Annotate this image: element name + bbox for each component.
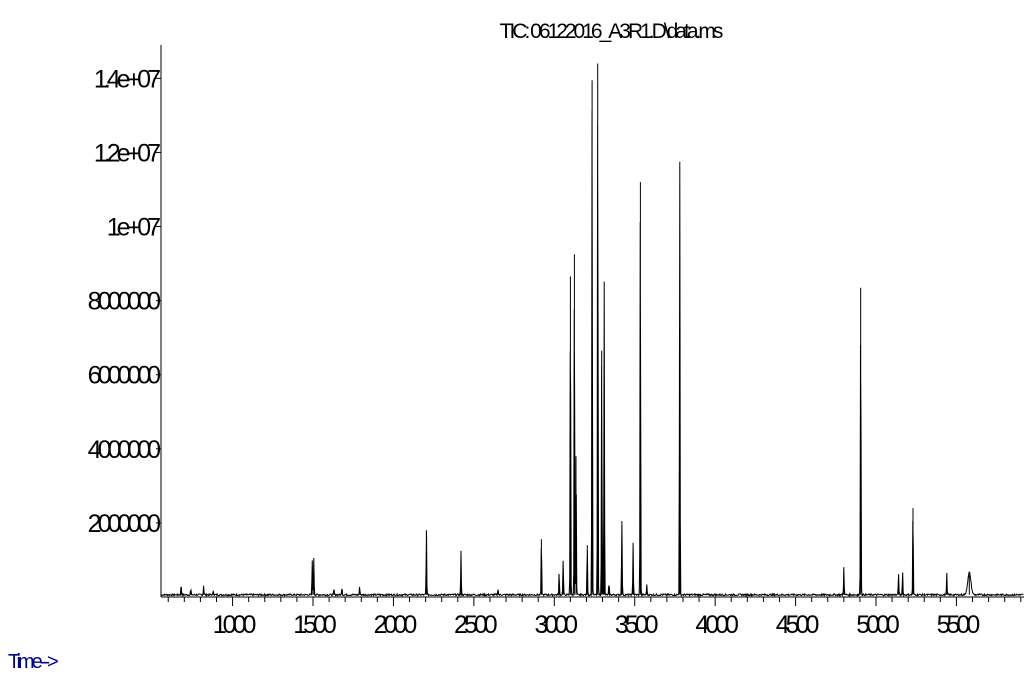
x-tick-label: 5500 (937, 611, 980, 639)
x-tick-label: 1500 (293, 611, 336, 639)
x-axis-label: Time--> (8, 651, 58, 673)
x-tick-label: 4500 (776, 611, 819, 639)
y-tick-label: 1.2e+07 (94, 139, 160, 167)
tic-trace (160, 63, 1024, 598)
x-tick-label: 5000 (856, 611, 899, 639)
y-tick-label: 2000000 (88, 510, 160, 538)
y-tick-label: 6000000 (88, 362, 160, 390)
x-tick-label: 3500 (615, 611, 658, 639)
y-tick-label: 1e+07 (107, 214, 160, 242)
y-axis: 2000000 4000000 6000000 8000000 1e+07 1.2e+07… (88, 45, 164, 597)
x-tick-label: 1000 (213, 611, 256, 639)
x-axis: 1000 1500 2000 2500 3000 3500 4000 4500 5000 5500 (161, 596, 1024, 639)
y-tick-label: 1.4e+07 (94, 65, 160, 93)
y-tick-label: 8000000 (88, 288, 160, 316)
x-tick-label: 3000 (534, 611, 577, 639)
x-tick-label: 4000 (695, 611, 738, 639)
x-tick-label: 2500 (454, 611, 497, 639)
chart-title: TIC: 06122016_A3R1.D\data.ms (500, 20, 723, 43)
y-tick-label: 4000000 (88, 436, 160, 464)
x-tick-label: 2000 (374, 611, 417, 639)
